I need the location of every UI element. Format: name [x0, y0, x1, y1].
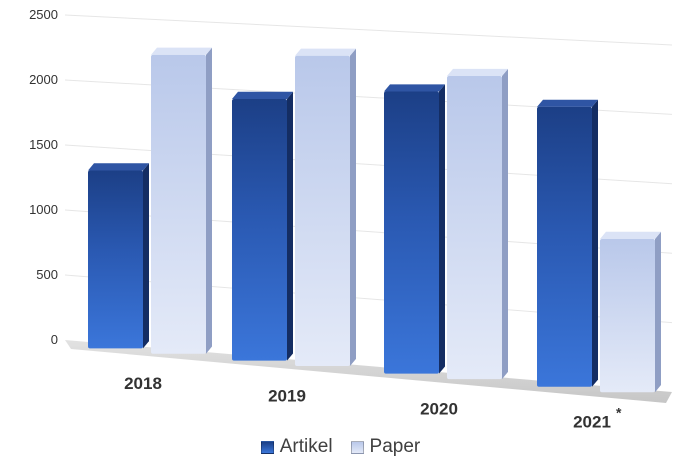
bar-side [206, 47, 212, 354]
legend-item-artikel[interactable]: Artikel [260, 436, 333, 458]
bar-artikel-2020 [384, 84, 445, 374]
bar-side [350, 48, 356, 367]
bars [88, 47, 661, 393]
bar-front [447, 76, 502, 380]
y-tick-label: 0 [51, 332, 58, 347]
y-tick-label: 2000 [29, 72, 58, 87]
bar-side [143, 163, 149, 349]
bar-paper-2019 [295, 48, 356, 367]
bar-front [384, 91, 439, 374]
legend-label-paper: Paper [369, 436, 421, 457]
x-tick-label: 2019 [268, 386, 306, 405]
y-tick-label: 500 [36, 267, 58, 282]
bar-top [447, 68, 508, 77]
bar-paper-2020 [447, 68, 508, 380]
x-tick-label: 2018 [124, 374, 162, 393]
x-tick-label: 2020 [420, 399, 458, 418]
bar-side [287, 91, 293, 361]
chart-floor [65, 340, 672, 403]
y-tick-label: 1000 [29, 202, 58, 217]
bar-front [600, 238, 655, 393]
bar-top [537, 99, 598, 107]
bar-top [600, 231, 661, 239]
bar-front [151, 54, 206, 354]
bar-artikel-2019 [232, 91, 293, 361]
bar-front [88, 170, 143, 349]
bar-top [88, 163, 149, 171]
x-tick-note: * [616, 404, 622, 420]
bar-side [655, 231, 661, 393]
floor-plane [65, 340, 672, 403]
bar-front [232, 98, 287, 361]
bar-paper-2018 [151, 47, 212, 354]
bar-top [384, 84, 445, 92]
bar-top [295, 48, 356, 56]
y-tick-label: 2500 [29, 7, 58, 22]
bar-top [151, 47, 212, 55]
bar-side [439, 84, 445, 374]
y-axis-ticks: 0 500 1000 1500 2000 2500 [29, 7, 58, 347]
bar-side [502, 68, 508, 380]
legend-swatch-artikel [260, 440, 274, 454]
legend-item-paper[interactable]: Paper [350, 436, 421, 458]
bar-artikel-2021 [537, 99, 598, 387]
bar-front [295, 55, 350, 367]
legend: Artikel Paper [0, 436, 681, 458]
gridline-5 [64, 14, 673, 46]
bar-side [592, 99, 598, 387]
bar-paper-2021 [600, 231, 661, 393]
legend-label-artikel: Artikel [279, 436, 333, 457]
bar-front [537, 106, 592, 387]
y-tick-label: 1500 [29, 137, 58, 152]
bar-artikel-2018 [88, 163, 149, 349]
x-tick-label: 2021 [573, 412, 611, 431]
legend-swatch-paper [350, 440, 364, 454]
x-axis-ticks: 2018 2019 2020 2021 * [124, 374, 622, 431]
bar-top [232, 91, 293, 99]
